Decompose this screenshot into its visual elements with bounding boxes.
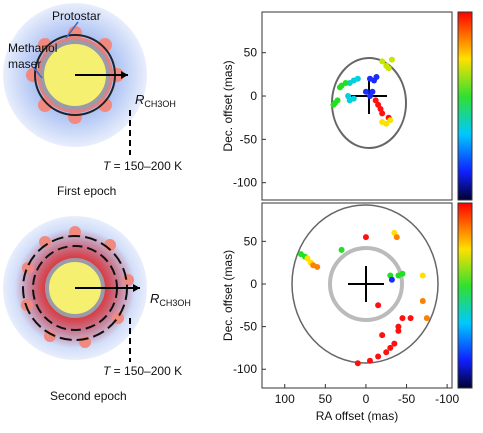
diagram-second: RCH3OH T = 150–200 K Second epoch <box>3 216 191 403</box>
colorbar <box>457 11 473 201</box>
point <box>423 315 430 322</box>
panel-frame <box>261 11 453 201</box>
point <box>362 234 369 241</box>
point <box>393 234 400 241</box>
cross <box>348 266 384 302</box>
point <box>366 357 373 364</box>
point <box>387 344 394 351</box>
point <box>345 93 352 100</box>
caption: First epoch <box>57 184 116 198</box>
y-tick-label: 50 <box>244 234 258 248</box>
point <box>373 73 380 80</box>
radius-label: RCH3OH <box>135 92 176 109</box>
x-tick-label: 100 <box>275 392 295 406</box>
point <box>330 101 337 108</box>
point <box>383 349 390 356</box>
y-axis-label: Dec. offset (mas) <box>221 60 235 151</box>
ring <box>328 246 404 322</box>
point <box>379 58 386 65</box>
point <box>399 315 406 322</box>
point <box>419 298 426 305</box>
point <box>375 353 382 360</box>
panel-frame <box>261 202 453 389</box>
point <box>395 323 402 330</box>
point <box>399 270 406 277</box>
point <box>350 95 357 102</box>
point <box>338 246 345 253</box>
point <box>383 120 390 127</box>
point <box>354 360 361 367</box>
y-tick-label: -50 <box>240 320 258 334</box>
y-tick-label: 0 <box>250 89 257 103</box>
point <box>395 327 402 334</box>
y-axis-label: Dec. offset (mas) <box>221 250 235 341</box>
x-axis-label: RA offset (mas) <box>316 409 398 423</box>
diagram-first: Protostar Methanol maser RCH3OH T = 150–2… <box>3 3 182 198</box>
caption: Second epoch <box>50 389 127 403</box>
point <box>379 332 386 339</box>
colorbar <box>457 202 473 389</box>
point <box>379 110 386 117</box>
point <box>407 315 414 322</box>
point <box>304 255 311 262</box>
y-tick-label: -50 <box>240 132 258 146</box>
protostar-label: Protostar <box>52 9 101 23</box>
radius-label: RCH3OH <box>150 291 191 308</box>
x-tick-label: -100 <box>435 392 459 406</box>
x-tick-label: 50 <box>319 392 333 406</box>
x-tick-label: 0 <box>363 392 370 406</box>
y-tick-label: -100 <box>233 176 257 190</box>
point <box>391 340 398 347</box>
temperature-label: T = 150–200 K <box>103 159 182 173</box>
x-tick-label: -50 <box>398 392 416 406</box>
ring <box>291 204 439 364</box>
temperature-label: T = 150–200 K <box>103 364 182 378</box>
point <box>362 88 369 95</box>
y-tick-label: 0 <box>250 277 257 291</box>
y-tick-label: 50 <box>244 46 258 60</box>
maser-label: Methanol maser <box>8 41 57 71</box>
point <box>369 88 376 95</box>
point <box>388 56 395 63</box>
point <box>385 65 392 72</box>
point <box>375 302 382 309</box>
point <box>419 272 426 279</box>
point <box>388 276 395 283</box>
point <box>336 84 343 91</box>
point <box>314 263 321 270</box>
point <box>387 117 394 124</box>
y-tick-label: -100 <box>233 362 257 376</box>
